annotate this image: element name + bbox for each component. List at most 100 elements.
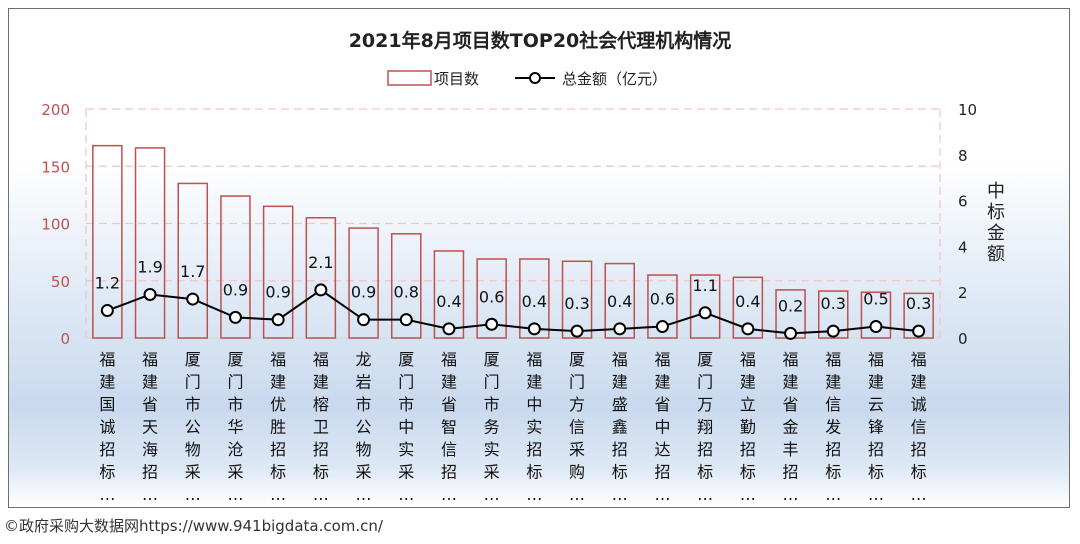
line-point: [869, 320, 883, 334]
data-label: 0.9: [223, 280, 248, 299]
category-label: 福建省中达招…: [654, 350, 670, 504]
data-label: 0.3: [906, 294, 931, 313]
legend: 项目数 总金额（亿元）: [387, 70, 667, 88]
bar: [604, 262, 636, 339]
line-point: [186, 292, 200, 306]
category-label: 福建立勤招标…: [740, 350, 756, 504]
category-label: 福建信发招标…: [825, 350, 841, 504]
line-point: [527, 322, 541, 336]
bar: [220, 195, 251, 339]
category-label: 龙岩市公物采…: [356, 350, 372, 504]
bar: [348, 227, 379, 339]
line-point: [314, 283, 328, 297]
data-label: 2.1: [308, 253, 333, 272]
legend-bar-label: 项目数: [434, 70, 479, 88]
bar-series: [92, 144, 934, 339]
left-axis-tick-label: 0: [60, 330, 70, 348]
legend-bar-swatch: [387, 70, 432, 86]
line-point: [912, 324, 926, 338]
line-point: [826, 324, 840, 338]
line-point: [613, 322, 627, 336]
category-label: 厦门万翔招标…: [697, 350, 713, 504]
bar: [433, 250, 465, 339]
bar: [476, 258, 507, 339]
line-point: [271, 313, 285, 327]
right-axis-tick-label: 10: [958, 101, 977, 119]
right-axis-tick-label: 2: [958, 284, 968, 302]
data-label: 0.6: [650, 290, 675, 309]
right-axis-tick-label: 0: [958, 330, 968, 348]
data-label: 0.6: [479, 287, 504, 306]
bar: [134, 147, 166, 339]
category-label: 福建优胜招标…: [270, 350, 286, 504]
data-label: 0.4: [607, 292, 632, 311]
data-label: 0.3: [564, 294, 589, 313]
line-point: [655, 320, 669, 334]
bar: [817, 290, 849, 339]
line-point: [100, 304, 114, 318]
data-label: 0.4: [735, 292, 760, 311]
bar: [262, 205, 294, 339]
right-axis-title: 中标金额: [987, 181, 1005, 265]
right-axis-tick-label: 4: [958, 238, 968, 256]
data-label: 1.2: [95, 274, 120, 293]
line-series: 1.2 1.9 1.7 0.9 0.9 2.1 0.9 0.8 0.4 0.6 0.4 0.3 0.4 0…: [95, 253, 931, 340]
right-axis: 0 2 4 6 8 10: [958, 101, 977, 348]
legend-line-marker: [529, 72, 541, 84]
line-point: [784, 326, 798, 340]
data-label: 0.4: [522, 292, 547, 311]
amount-line: [106, 288, 919, 335]
category-label: 福建国诚招标…: [99, 350, 115, 504]
bar: [689, 274, 721, 339]
data-label: 0.3: [821, 294, 846, 313]
line-point: [570, 324, 584, 338]
bar: [561, 260, 593, 339]
data-label: 1.7: [180, 262, 205, 281]
bar: [647, 274, 678, 339]
left-axis-tick-label: 100: [41, 216, 70, 234]
category-label: 厦门市中实采…: [398, 350, 414, 504]
data-label: 0.4: [436, 292, 461, 311]
legend-line-label: 总金额（亿元）: [562, 70, 667, 88]
line-point: [741, 322, 755, 336]
category-label: 福建省智信招…: [441, 350, 457, 504]
left-axis-tick-label: 150: [41, 158, 70, 176]
line-point: [357, 313, 371, 327]
data-label: 0.9: [265, 283, 290, 302]
bar: [177, 182, 209, 339]
bar: [732, 276, 764, 339]
category-label: 福建省天海招…: [142, 350, 158, 504]
right-axis-tick-label: 6: [958, 193, 968, 211]
bar: [519, 258, 550, 339]
category-label: 福建云锋招标…: [868, 350, 884, 504]
chart-frame: [8, 8, 1070, 508]
category-label: 福建榕卫招标…: [313, 350, 329, 504]
category-label: 福建省金丰招…: [783, 350, 799, 504]
left-axis: 0 50 100 150 200: [41, 101, 70, 348]
category-label: 福建诚信招标…: [911, 350, 927, 504]
category-label: 厦门市公物采…: [185, 350, 201, 504]
left-axis-tick-label: 50: [51, 273, 70, 291]
data-label: 1.1: [692, 276, 717, 295]
line-point: [442, 322, 456, 336]
line-point: [143, 287, 157, 301]
line-point: [228, 310, 242, 324]
right-axis-tick-label: 8: [958, 147, 968, 165]
category-label: 厦门市华沧采…: [227, 350, 243, 504]
category-label: 福建盛鑫招标…: [612, 350, 628, 504]
chart: 2021年8月项目数TOP20社会代理机构情况 项目数 总金额（亿元） 0 50 1…: [41, 29, 1005, 504]
line-point: [399, 313, 413, 327]
category-label: 厦门方信采购…: [569, 350, 585, 504]
bar: [903, 292, 934, 339]
bar: [390, 233, 422, 339]
gridlines: [85, 108, 941, 339]
data-label: 0.8: [394, 283, 419, 302]
chart-title: 2021年8月项目数TOP20社会代理机构情况: [349, 29, 732, 52]
data-label: 1.9: [137, 257, 162, 276]
line-point: [698, 306, 712, 320]
category-label: 厦门市务实采…: [484, 350, 500, 504]
data-label: 0.5: [863, 290, 888, 309]
footer-credit: ©政府采购大数据网https://www.941bigdata.com.cn/: [4, 517, 383, 535]
category-labels: 福建国诚招标… 福建省天海招… 厦门市公物采… 厦门市华沧采… 福建优胜招标… 福建榕卫招…: [99, 350, 926, 504]
data-label: 0.2: [778, 296, 803, 315]
